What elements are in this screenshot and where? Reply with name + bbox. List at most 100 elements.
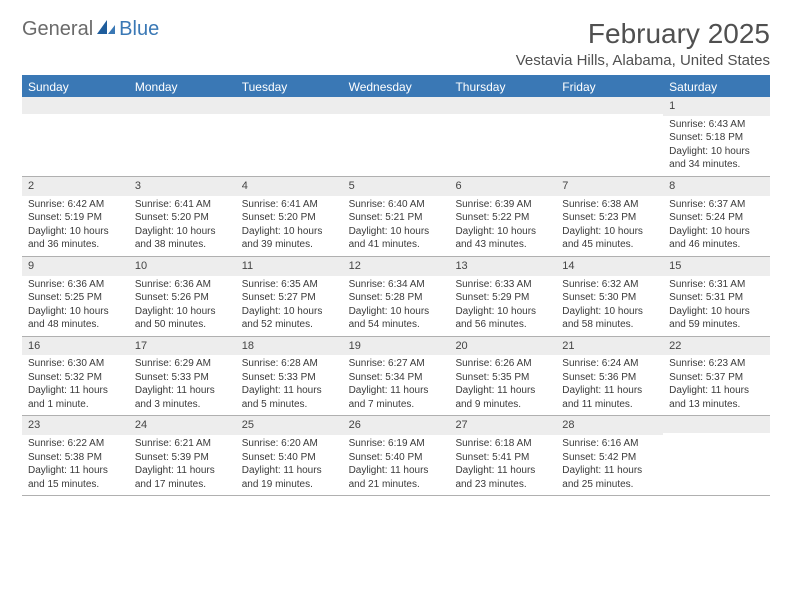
day-body: Sunrise: 6:33 AMSunset: 5:29 PMDaylight:… (449, 276, 556, 336)
day-info-line: Daylight: 10 hours and 41 minutes. (349, 225, 444, 252)
week-row: 23Sunrise: 6:22 AMSunset: 5:38 PMDayligh… (22, 416, 770, 496)
day-info-line: Daylight: 10 hours and 45 minutes. (562, 225, 657, 252)
day-info-line: Sunrise: 6:30 AM (28, 357, 123, 371)
day-number (449, 97, 556, 114)
day-info-line: Daylight: 10 hours and 38 minutes. (135, 225, 230, 252)
day-info-line: Sunrise: 6:42 AM (28, 198, 123, 212)
day-cell: 4Sunrise: 6:41 AMSunset: 5:20 PMDaylight… (236, 177, 343, 256)
day-number: 7 (556, 177, 663, 196)
day-number (663, 416, 770, 433)
day-info-line: Sunrise: 6:22 AM (28, 437, 123, 451)
day-number: 4 (236, 177, 343, 196)
day-info-line: Sunrise: 6:20 AM (242, 437, 337, 451)
day-body (449, 114, 556, 120)
day-body (22, 114, 129, 120)
day-cell: 5Sunrise: 6:40 AMSunset: 5:21 PMDaylight… (343, 177, 450, 256)
day-body: Sunrise: 6:32 AMSunset: 5:30 PMDaylight:… (556, 276, 663, 336)
day-info-line: Daylight: 11 hours and 1 minute. (28, 384, 123, 411)
day-number: 13 (449, 257, 556, 276)
day-info-line: Sunrise: 6:27 AM (349, 357, 444, 371)
day-cell: 14Sunrise: 6:32 AMSunset: 5:30 PMDayligh… (556, 257, 663, 336)
day-info-line: Sunrise: 6:18 AM (455, 437, 550, 451)
day-info-line: Daylight: 11 hours and 5 minutes. (242, 384, 337, 411)
day-body: Sunrise: 6:35 AMSunset: 5:27 PMDaylight:… (236, 276, 343, 336)
day-info-line: Sunset: 5:32 PM (28, 371, 123, 385)
day-info-line: Sunset: 5:20 PM (135, 211, 230, 225)
day-body: Sunrise: 6:21 AMSunset: 5:39 PMDaylight:… (129, 435, 236, 495)
day-info-line: Sunset: 5:25 PM (28, 291, 123, 305)
day-info-line: Sunrise: 6:21 AM (135, 437, 230, 451)
day-info-line: Sunrise: 6:32 AM (562, 278, 657, 292)
day-body: Sunrise: 6:19 AMSunset: 5:40 PMDaylight:… (343, 435, 450, 495)
day-body: Sunrise: 6:24 AMSunset: 5:36 PMDaylight:… (556, 355, 663, 415)
day-info-line: Daylight: 11 hours and 17 minutes. (135, 464, 230, 491)
day-number: 1 (663, 97, 770, 116)
week-row: 9Sunrise: 6:36 AMSunset: 5:25 PMDaylight… (22, 257, 770, 337)
day-number: 26 (343, 416, 450, 435)
day-number (343, 97, 450, 114)
day-number: 23 (22, 416, 129, 435)
day-header-row: SundayMondayTuesdayWednesdayThursdayFrid… (22, 77, 770, 97)
day-number: 9 (22, 257, 129, 276)
day-info-line: Sunset: 5:31 PM (669, 291, 764, 305)
week-row: 16Sunrise: 6:30 AMSunset: 5:32 PMDayligh… (22, 337, 770, 417)
day-cell: 23Sunrise: 6:22 AMSunset: 5:38 PMDayligh… (22, 416, 129, 495)
logo-text-blue: Blue (119, 18, 159, 41)
day-info-line: Sunrise: 6:40 AM (349, 198, 444, 212)
day-info-line: Daylight: 11 hours and 23 minutes. (455, 464, 550, 491)
day-info-line: Sunset: 5:23 PM (562, 211, 657, 225)
day-info-line: Daylight: 10 hours and 52 minutes. (242, 305, 337, 332)
day-header: Saturday (663, 77, 770, 97)
day-info-line: Daylight: 11 hours and 25 minutes. (562, 464, 657, 491)
day-number: 22 (663, 337, 770, 356)
day-info-line: Daylight: 10 hours and 50 minutes. (135, 305, 230, 332)
day-info-line: Daylight: 11 hours and 3 minutes. (135, 384, 230, 411)
day-info-line: Sunrise: 6:35 AM (242, 278, 337, 292)
day-cell (556, 97, 663, 176)
day-body: Sunrise: 6:23 AMSunset: 5:37 PMDaylight:… (663, 355, 770, 415)
day-cell: 21Sunrise: 6:24 AMSunset: 5:36 PMDayligh… (556, 337, 663, 416)
day-info-line: Sunset: 5:26 PM (135, 291, 230, 305)
weeks-container: 1 Sunrise: 6:43 AMSunset: 5:18 PM Daylight… (22, 97, 770, 496)
day-info-line: Sunrise: 6:43 AM (669, 118, 764, 132)
day-body: Sunrise: 6:34 AMSunset: 5:28 PMDaylight:… (343, 276, 450, 336)
calendar: SundayMondayTuesdayWednesdayThursdayFrid… (22, 75, 770, 496)
day-info-line: Daylight: 11 hours and 21 minutes. (349, 464, 444, 491)
day-info-line: Daylight: 10 hours and 39 minutes. (242, 225, 337, 252)
day-number: 16 (22, 337, 129, 356)
day-info-line: Daylight: 11 hours and 19 minutes. (242, 464, 337, 491)
day-cell: 10Sunrise: 6:36 AMSunset: 5:26 PMDayligh… (129, 257, 236, 336)
day-number: 20 (449, 337, 556, 356)
day-header: Thursday (449, 77, 556, 97)
day-info-line: Sunset: 5:35 PM (455, 371, 550, 385)
day-body: Sunrise: 6:18 AMSunset: 5:41 PMDaylight:… (449, 435, 556, 495)
header: General Blue February 2025 Vestavia Hill… (22, 18, 770, 69)
day-number: 14 (556, 257, 663, 276)
day-cell: 9Sunrise: 6:36 AMSunset: 5:25 PMDaylight… (22, 257, 129, 336)
day-info-line: Sunrise: 6:41 AM (135, 198, 230, 212)
day-header: Monday (129, 77, 236, 97)
day-body: Sunrise: 6:31 AMSunset: 5:31 PMDaylight:… (663, 276, 770, 336)
day-cell: 12Sunrise: 6:34 AMSunset: 5:28 PMDayligh… (343, 257, 450, 336)
day-body: Sunrise: 6:20 AMSunset: 5:40 PMDaylight:… (236, 435, 343, 495)
day-cell: 28Sunrise: 6:16 AMSunset: 5:42 PMDayligh… (556, 416, 663, 495)
day-cell (236, 97, 343, 176)
day-number: 8 (663, 177, 770, 196)
sail-icon (95, 18, 117, 41)
day-info-line: Daylight: 10 hours and 58 minutes. (562, 305, 657, 332)
day-number: 25 (236, 416, 343, 435)
day-header: Tuesday (236, 77, 343, 97)
logo-text-general: General (22, 18, 93, 41)
day-cell (129, 97, 236, 176)
day-info-line: Daylight: 10 hours and 56 minutes. (455, 305, 550, 332)
day-number: 19 (343, 337, 450, 356)
day-info-line: Sunrise: 6:23 AM (669, 357, 764, 371)
day-number: 15 (663, 257, 770, 276)
day-info-line: Daylight: 11 hours and 13 minutes. (669, 384, 764, 411)
title-block: February 2025 Vestavia Hills, Alabama, U… (516, 18, 770, 69)
day-number: 6 (449, 177, 556, 196)
day-info-line: Sunset: 5:18 PM (669, 131, 764, 145)
day-cell (22, 97, 129, 176)
day-number (129, 97, 236, 114)
day-info-line: Sunrise: 6:37 AM (669, 198, 764, 212)
